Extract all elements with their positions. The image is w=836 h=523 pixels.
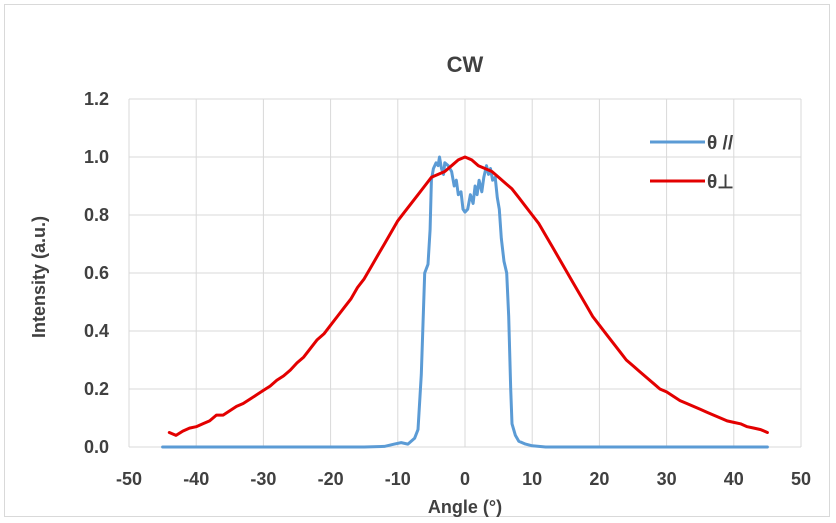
- series-theta-perp: [167, 155, 769, 437]
- series-lines: [161, 155, 769, 449]
- y-tick-label: 0.6: [84, 263, 109, 283]
- y-tick-label: 0.0: [84, 437, 109, 457]
- x-tick-label: 20: [589, 469, 609, 489]
- grid-lines: [128, 98, 802, 448]
- x-axis-label: Angle (°): [428, 497, 502, 517]
- line-chart: -50 -40 -30 -20 -10 0 10 20 30 40 50 0.0 0.2 0.4 0.6 0.…: [29, 52, 811, 517]
- x-tick-label: -10: [385, 469, 411, 489]
- x-tick-label: 10: [522, 469, 542, 489]
- x-tick-label: -20: [318, 469, 344, 489]
- y-tick-label: 1.0: [84, 147, 109, 167]
- series-theta-parallel: [161, 155, 769, 449]
- x-tick-label: 0: [460, 469, 470, 489]
- x-tick-label: 50: [791, 469, 811, 489]
- y-axis-label: Intensity (a.u.): [29, 216, 49, 338]
- chart-title: CW: [447, 52, 484, 77]
- y-tick-label: 1.2: [84, 89, 109, 109]
- y-tick-label: 0.4: [84, 321, 109, 341]
- x-tick-label: -40: [183, 469, 209, 489]
- y-tick-label: 0.2: [84, 379, 109, 399]
- legend-label-theta-parallel: θ //: [707, 133, 734, 154]
- legend: θ // θ⊥: [650, 133, 734, 193]
- x-tick-label: 40: [724, 469, 744, 489]
- x-tick-label: 30: [657, 469, 677, 489]
- x-tick-label: -30: [250, 469, 276, 489]
- chart-frame: -50 -40 -30 -20 -10 0 10 20 30 40 50 0.0 0.2 0.4 0.6 0.…: [4, 4, 830, 517]
- y-tick-label: 0.8: [84, 205, 109, 225]
- x-tick-label: -50: [116, 469, 142, 489]
- tick-labels: -50 -40 -30 -20 -10 0 10 20 30 40 50 0.0 0.2 0.4 0.6 0.…: [84, 89, 811, 489]
- legend-label-theta-perp: θ⊥: [707, 172, 734, 193]
